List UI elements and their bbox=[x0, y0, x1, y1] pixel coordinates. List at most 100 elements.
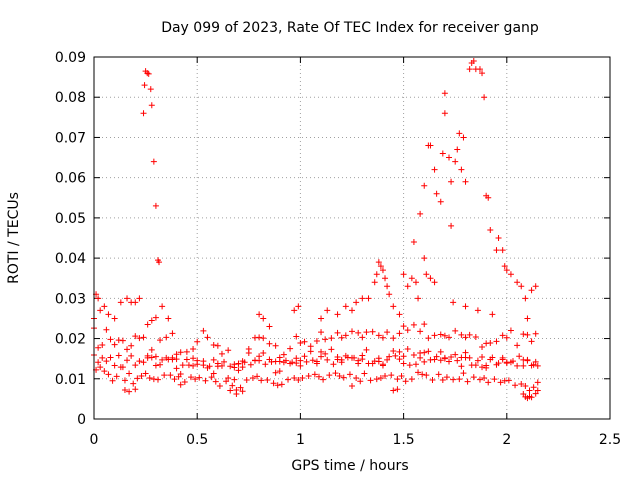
data-point bbox=[390, 335, 397, 342]
data-point bbox=[175, 373, 182, 380]
data-point bbox=[384, 283, 391, 290]
data-point bbox=[433, 353, 440, 360]
data-point bbox=[295, 303, 302, 310]
data-point bbox=[293, 333, 300, 340]
data-point bbox=[206, 363, 213, 370]
data-point bbox=[121, 377, 128, 384]
data-point bbox=[460, 370, 467, 377]
data-point bbox=[97, 364, 104, 371]
data-point bbox=[111, 341, 118, 348]
data-point bbox=[214, 342, 221, 349]
data-point bbox=[307, 343, 314, 350]
data-point bbox=[103, 358, 110, 365]
data-point bbox=[514, 279, 521, 286]
data-point bbox=[429, 376, 436, 383]
data-point bbox=[212, 378, 219, 385]
data-point bbox=[320, 376, 327, 383]
data-point bbox=[295, 376, 302, 383]
data-point bbox=[225, 347, 232, 354]
data-point bbox=[497, 379, 504, 386]
data-point bbox=[489, 354, 496, 361]
data-point bbox=[466, 331, 473, 338]
data-point bbox=[462, 303, 469, 310]
data-point bbox=[194, 357, 201, 364]
data-point bbox=[124, 295, 131, 302]
x-tick-label: 2.5 bbox=[599, 432, 621, 448]
data-point bbox=[340, 374, 347, 381]
data-point bbox=[452, 327, 459, 334]
data-point bbox=[462, 178, 469, 185]
data-point bbox=[272, 369, 279, 376]
data-point bbox=[410, 321, 417, 328]
data-point bbox=[121, 387, 128, 394]
data-point bbox=[400, 271, 407, 278]
data-point bbox=[311, 371, 318, 378]
x-tick-labels: 0 0.5 1 1.5 2 2.5 bbox=[90, 432, 622, 448]
data-point bbox=[396, 330, 403, 337]
y-axis-label: ROTI / TECUs bbox=[6, 192, 22, 284]
data-point bbox=[518, 381, 525, 388]
data-point bbox=[431, 279, 438, 286]
data-point bbox=[400, 353, 407, 360]
y-tick-label: 0.03 bbox=[55, 291, 86, 307]
data-point bbox=[371, 358, 378, 365]
data-point bbox=[328, 335, 335, 342]
data-point bbox=[437, 348, 444, 355]
data-point bbox=[318, 315, 325, 322]
data-point bbox=[404, 327, 411, 334]
data-point bbox=[190, 346, 197, 353]
data-point bbox=[534, 379, 541, 386]
data-point bbox=[524, 356, 531, 363]
data-point bbox=[512, 382, 519, 389]
data-point bbox=[390, 387, 397, 394]
data-point bbox=[437, 331, 444, 338]
data-point bbox=[483, 362, 490, 369]
data-point bbox=[124, 346, 131, 353]
data-point bbox=[394, 376, 401, 383]
data-point bbox=[95, 295, 102, 302]
data-point bbox=[334, 329, 341, 336]
data-point bbox=[140, 110, 147, 117]
data-point bbox=[398, 372, 405, 379]
data-point bbox=[128, 352, 135, 359]
data-point bbox=[524, 331, 531, 338]
data-point bbox=[293, 355, 300, 362]
data-point bbox=[415, 369, 422, 376]
data-point bbox=[386, 353, 393, 360]
data-point bbox=[142, 370, 149, 377]
data-point bbox=[235, 360, 242, 367]
data-point bbox=[145, 70, 152, 77]
data-point bbox=[274, 382, 281, 389]
data-point bbox=[134, 375, 141, 382]
data-point bbox=[141, 82, 148, 89]
data-point bbox=[169, 354, 176, 361]
data-point bbox=[425, 335, 432, 342]
data-point bbox=[485, 379, 492, 386]
data-point bbox=[165, 356, 172, 363]
data-point bbox=[235, 367, 242, 374]
data-point bbox=[384, 356, 391, 363]
data-point bbox=[136, 358, 143, 365]
data-point bbox=[233, 391, 240, 398]
data-point bbox=[227, 363, 234, 370]
data-point bbox=[119, 337, 126, 344]
data-point bbox=[111, 315, 118, 322]
data-point bbox=[503, 359, 510, 366]
data-point bbox=[454, 146, 461, 153]
data-point bbox=[297, 339, 304, 346]
data-point bbox=[443, 374, 450, 381]
data-point bbox=[303, 358, 310, 365]
data-point bbox=[412, 279, 419, 286]
data-point bbox=[260, 335, 267, 342]
data-point bbox=[470, 58, 477, 65]
data-point bbox=[448, 178, 455, 185]
data-point bbox=[111, 362, 118, 369]
data-point bbox=[144, 321, 151, 328]
data-point bbox=[359, 295, 366, 302]
data-point bbox=[359, 334, 366, 341]
data-point bbox=[322, 336, 329, 343]
data-point bbox=[307, 348, 314, 355]
data-point bbox=[514, 362, 521, 369]
data-point bbox=[507, 271, 514, 278]
y-tick-label: 0.07 bbox=[55, 130, 86, 146]
